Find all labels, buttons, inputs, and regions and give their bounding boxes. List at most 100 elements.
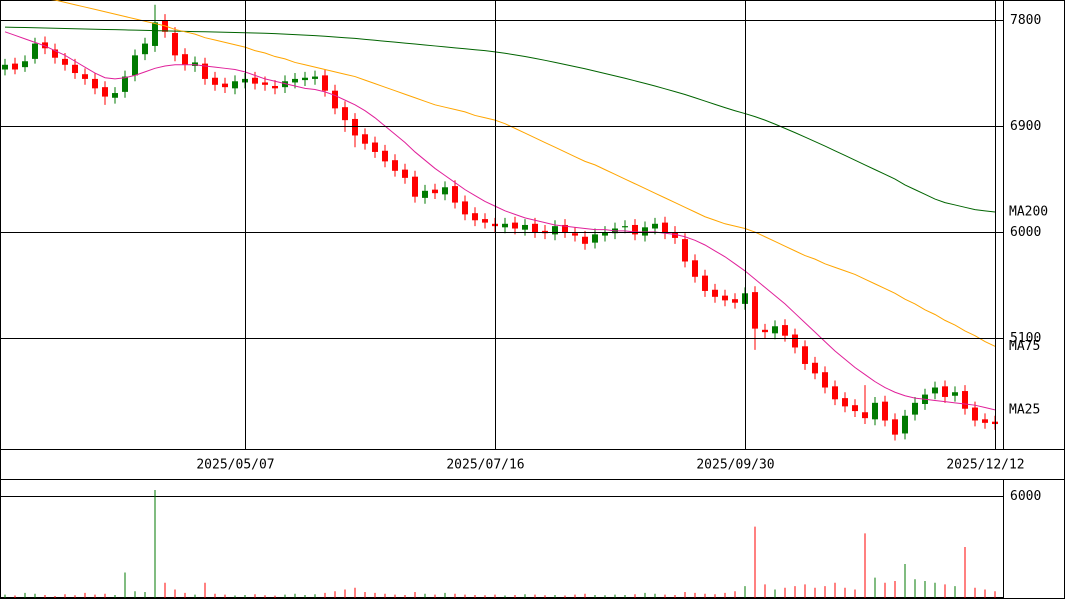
price-plot — [2, 0, 998, 441]
candle-body — [752, 292, 758, 329]
candle-body — [102, 87, 108, 97]
candle-body — [842, 398, 848, 407]
candle-body — [642, 227, 648, 236]
candle-body — [912, 402, 918, 415]
candle-body — [62, 58, 68, 65]
candle-body — [132, 55, 138, 76]
candle-body — [422, 190, 428, 198]
candle-body — [572, 233, 578, 236]
candle-body — [402, 169, 408, 178]
candle-body — [182, 54, 188, 65]
candle-body — [172, 32, 178, 56]
candle-body — [292, 78, 298, 83]
candle-body — [432, 189, 438, 194]
candle-body — [22, 61, 28, 68]
candle-body — [312, 76, 318, 79]
candle-body — [652, 223, 658, 229]
candle-body — [42, 42, 48, 49]
candle-body — [532, 223, 538, 233]
candle-body — [802, 346, 808, 364]
y-tick-label: 5100 — [1010, 331, 1041, 346]
candle-body — [852, 405, 858, 412]
candle-body — [722, 295, 728, 301]
candle-body — [12, 63, 18, 70]
candle-body — [52, 49, 58, 58]
candle-body — [152, 22, 158, 46]
x-tick-label: 2025/07/16 — [446, 458, 524, 473]
candle-body — [452, 186, 458, 203]
candle-body — [352, 118, 358, 136]
candle-body — [672, 232, 678, 238]
candle-body — [332, 90, 338, 109]
candle-body — [952, 392, 958, 396]
candle-body — [772, 326, 778, 334]
moving-average-line — [4, 26, 996, 213]
candle-body — [982, 419, 988, 423]
candle-body — [212, 77, 218, 85]
candle-body — [932, 387, 938, 394]
candle-body — [692, 260, 698, 277]
candle-body — [222, 83, 228, 88]
candle-body — [682, 239, 688, 262]
candle-body — [902, 415, 908, 434]
candle-body — [972, 407, 978, 421]
candle-body — [862, 412, 868, 419]
candle-body — [502, 223, 508, 228]
candle-body — [202, 63, 208, 79]
candle-body — [782, 325, 788, 336]
candle-body — [562, 224, 568, 233]
candle-body — [322, 75, 328, 91]
candle-body — [882, 401, 888, 421]
candle-body — [632, 224, 638, 235]
y-tick-label: 6900 — [1010, 119, 1041, 134]
ma-label: MA75 — [1009, 339, 1040, 354]
candle-body — [32, 43, 38, 59]
candle-body — [72, 64, 78, 74]
ma-label: MA200 — [1009, 205, 1048, 220]
candle-body — [472, 213, 478, 221]
candle-body — [702, 275, 708, 291]
candle-body — [592, 234, 598, 243]
candle-body — [282, 81, 288, 88]
candle-body — [662, 222, 668, 234]
candle-body — [522, 224, 528, 230]
candle-body — [262, 82, 268, 85]
x-tick-label: 2025/12/12 — [946, 458, 1024, 473]
candle-body — [382, 150, 388, 162]
candle-body — [302, 77, 308, 81]
candle-body — [82, 74, 88, 79]
candle-body — [712, 289, 718, 297]
candle-body — [812, 362, 818, 374]
candle-body — [732, 299, 738, 303]
candle-body — [272, 85, 278, 89]
ma-label: MA25 — [1009, 402, 1040, 417]
x-tick-label: 2025/09/30 — [696, 458, 774, 473]
candle-body — [872, 402, 878, 420]
candle-body — [362, 134, 368, 144]
volume-panel — [0, 479, 1004, 598]
moving-average-line — [50, 0, 996, 347]
candle-body — [232, 81, 238, 89]
candle-body — [92, 78, 98, 89]
y-tick-label: 6000 — [1010, 225, 1041, 240]
candle-body — [892, 419, 898, 435]
x-tick-label: 2025/05/07 — [196, 458, 274, 473]
candle-body — [832, 386, 838, 400]
candle-body — [192, 62, 198, 66]
candle-body — [822, 372, 828, 388]
candle-body — [142, 43, 148, 55]
candle-body — [442, 187, 448, 195]
candle-body — [602, 232, 608, 236]
candle-body — [122, 76, 128, 92]
y-tick-label: 7800 — [1010, 13, 1041, 28]
candle-body — [482, 219, 488, 223]
candle-body — [552, 226, 558, 235]
candle-body — [792, 334, 798, 348]
candle-body — [342, 107, 348, 121]
candle-body — [762, 329, 768, 333]
candle-body — [582, 236, 588, 244]
candle-body — [622, 226, 628, 228]
candle-body — [2, 64, 8, 70]
candle-body — [112, 93, 118, 98]
